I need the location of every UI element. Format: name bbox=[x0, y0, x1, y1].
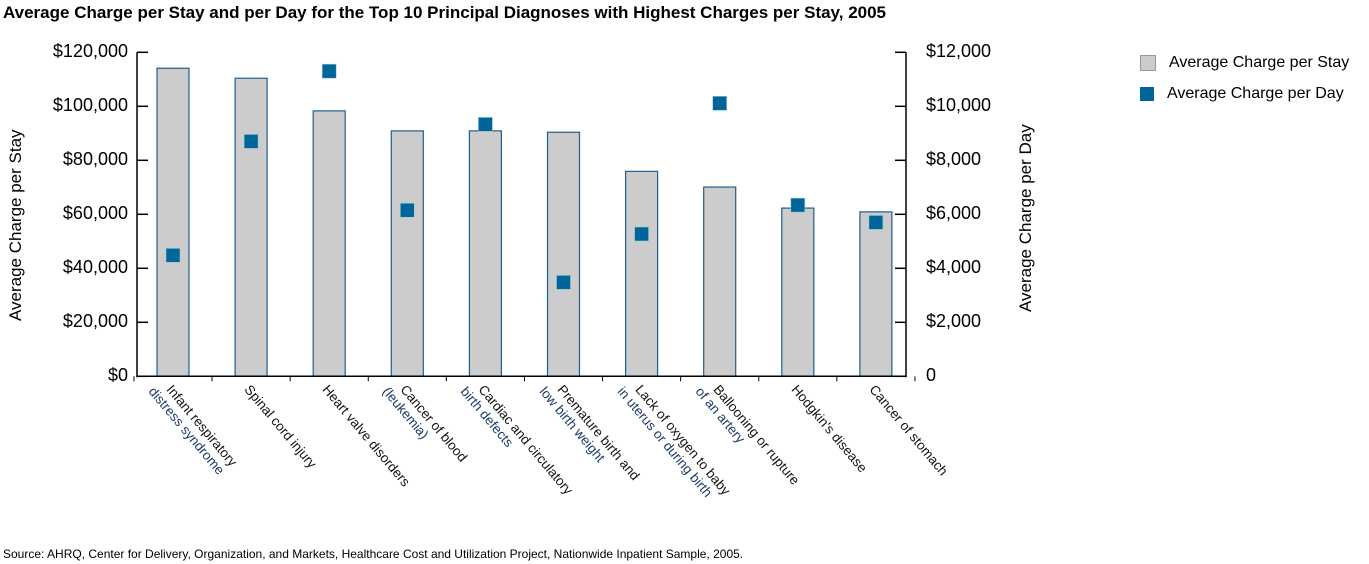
point-marker bbox=[399, 202, 415, 218]
point-marker bbox=[868, 215, 884, 230]
y-tick-label-left: $80,000 bbox=[62, 149, 128, 170]
bar bbox=[546, 131, 581, 377]
y-tick-label-right: 0 bbox=[926, 365, 937, 386]
y-tick-label-left: $40,000 bbox=[62, 257, 128, 278]
y-axis-label-left: Average Charge per Stay bbox=[6, 129, 25, 321]
bar bbox=[859, 211, 893, 377]
point-marker bbox=[478, 117, 493, 132]
y-tick-label-right: $12,000 bbox=[926, 41, 992, 62]
y-tick-label-right: $10,000 bbox=[926, 95, 992, 116]
point-marker bbox=[790, 197, 806, 213]
point-marker bbox=[712, 96, 728, 111]
chart-title: Average Charge per Stay and per Day for … bbox=[3, 3, 887, 22]
legend-swatch-square bbox=[1140, 86, 1154, 101]
bar bbox=[234, 77, 268, 377]
point-marker bbox=[243, 134, 259, 149]
y-tick-label-left: $100,000 bbox=[52, 95, 128, 116]
point-marker bbox=[321, 63, 337, 79]
y-axis-label-right: Average Charge per Day bbox=[1016, 124, 1035, 312]
legend-label: Average Charge per Day bbox=[1167, 84, 1344, 102]
y-tick-label-left: $0 bbox=[107, 365, 128, 386]
legend-swatch-bar bbox=[1140, 54, 1156, 71]
bar bbox=[703, 186, 737, 377]
source-note: Source: AHRQ, Center for Delivery, Organ… bbox=[3, 547, 744, 561]
y-tick-label-left: $120,000 bbox=[52, 41, 128, 62]
point-marker bbox=[634, 226, 649, 242]
y-tick-label-right: $4,000 bbox=[926, 257, 982, 278]
bar bbox=[156, 67, 190, 377]
y-tick-label-right: $8,000 bbox=[926, 149, 982, 170]
y-tick-label-left: $20,000 bbox=[62, 311, 128, 332]
bar bbox=[390, 130, 424, 377]
bar bbox=[312, 110, 346, 377]
bar bbox=[468, 130, 502, 377]
bar bbox=[781, 207, 815, 377]
legend-item-day: Average Charge per Day bbox=[1140, 78, 1349, 109]
legend-item-stay: Average Charge per Stay bbox=[1140, 47, 1349, 78]
y-tick-label-left: $60,000 bbox=[62, 203, 128, 224]
bar bbox=[624, 170, 659, 377]
y-tick-label-right: $2,000 bbox=[926, 311, 982, 332]
point-marker bbox=[165, 248, 181, 263]
legend-label: Average Charge per Stay bbox=[1169, 53, 1350, 71]
y-tick-label-right: $6,000 bbox=[926, 203, 982, 224]
point-marker bbox=[556, 275, 571, 290]
legend: Average Charge per Stay Average Charge p… bbox=[1140, 47, 1349, 109]
